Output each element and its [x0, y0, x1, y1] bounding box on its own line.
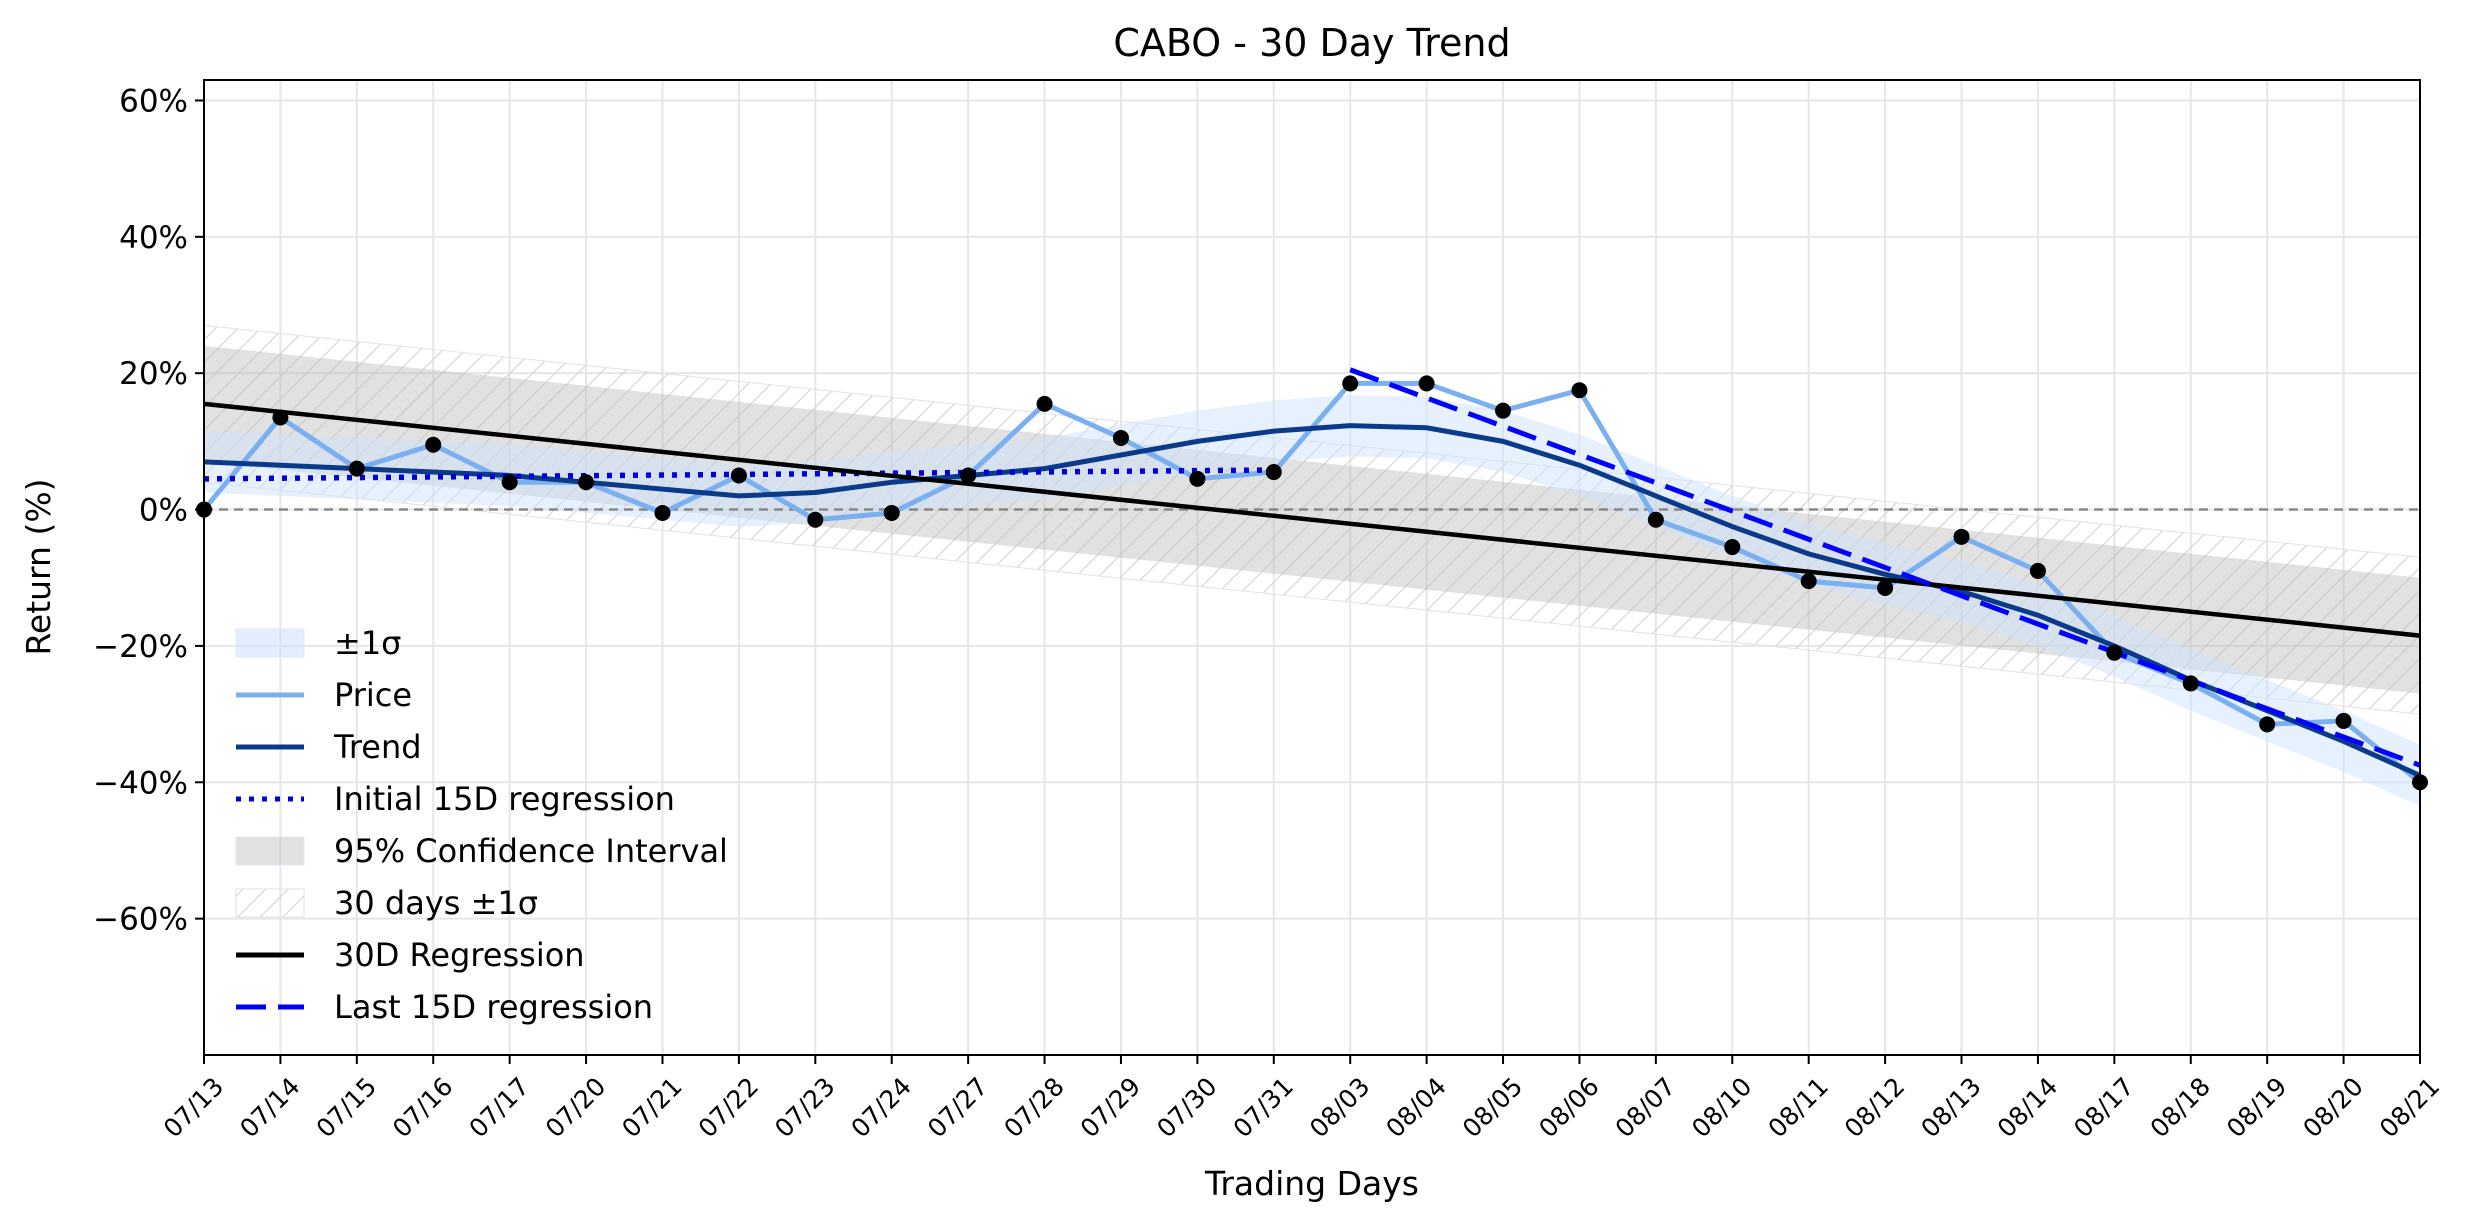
- price-point: [1953, 528, 1970, 545]
- legend-label: ±1σ: [334, 624, 401, 662]
- y-tick-label: −60%: [93, 902, 188, 938]
- price-point: [425, 436, 442, 453]
- price-point: [1265, 464, 1282, 481]
- y-axis-label: Return (%): [19, 478, 58, 655]
- price-point: [1342, 375, 1359, 392]
- price-point: [1189, 470, 1206, 487]
- legend-label: 30D Regression: [334, 936, 585, 974]
- price-point: [960, 467, 977, 484]
- legend: ±1σ Price Trend Initial 15D regression 95% C…: [235, 624, 728, 1026]
- price-point: [1647, 511, 1664, 528]
- legend-swatch: [235, 836, 305, 866]
- price-point: [578, 474, 595, 491]
- price-point: [2106, 644, 2123, 661]
- price-point: [272, 409, 289, 426]
- price-point: [807, 511, 824, 528]
- price-point: [1495, 402, 1512, 419]
- price-point: [501, 474, 518, 491]
- price-point: [2182, 675, 2199, 692]
- y-tick-label: 40%: [119, 220, 188, 256]
- legend-label: 95% Confidence Interval: [334, 832, 728, 870]
- price-point: [654, 504, 671, 521]
- chart-title: CABO - 30 Day Trend: [1113, 21, 1510, 65]
- price-point: [730, 467, 747, 484]
- x-axis-label: Trading Days: [1204, 1164, 1419, 1203]
- price-point: [348, 460, 365, 477]
- legend-label: Trend: [333, 728, 422, 766]
- legend-label: Last 15D regression: [334, 988, 653, 1026]
- price-point: [2335, 712, 2352, 729]
- band-sigma: [204, 395, 2420, 807]
- price-point: [1724, 539, 1741, 556]
- regression-30d-line: [204, 401, 2420, 638]
- price-point: [1036, 395, 1053, 412]
- y-tick-label: −40%: [93, 765, 188, 801]
- legend-label: Initial 15D regression: [334, 780, 675, 818]
- price-point: [883, 504, 900, 521]
- price-point: [2029, 562, 2046, 579]
- price-point: [2259, 716, 2276, 733]
- y-tick-label: 20%: [119, 356, 188, 392]
- price-point: [1800, 573, 1817, 590]
- price-point: [1877, 579, 1894, 596]
- price-point: [1571, 382, 1588, 399]
- legend-swatch: [235, 628, 305, 658]
- price-point: [1418, 375, 1435, 392]
- legend-label: Price: [334, 676, 412, 714]
- price-point: [1112, 429, 1129, 446]
- y-tick-label: 60%: [119, 83, 188, 119]
- legend-swatch: [235, 888, 305, 918]
- last-15d-regression-line: [1349, 367, 2420, 768]
- legend-label: 30 days ±1σ: [334, 884, 538, 922]
- y-tick-label: −20%: [93, 629, 188, 665]
- trend-line: [204, 423, 2420, 778]
- y-tick-label: 0%: [139, 493, 188, 529]
- plot-frame: [203, 79, 2421, 1056]
